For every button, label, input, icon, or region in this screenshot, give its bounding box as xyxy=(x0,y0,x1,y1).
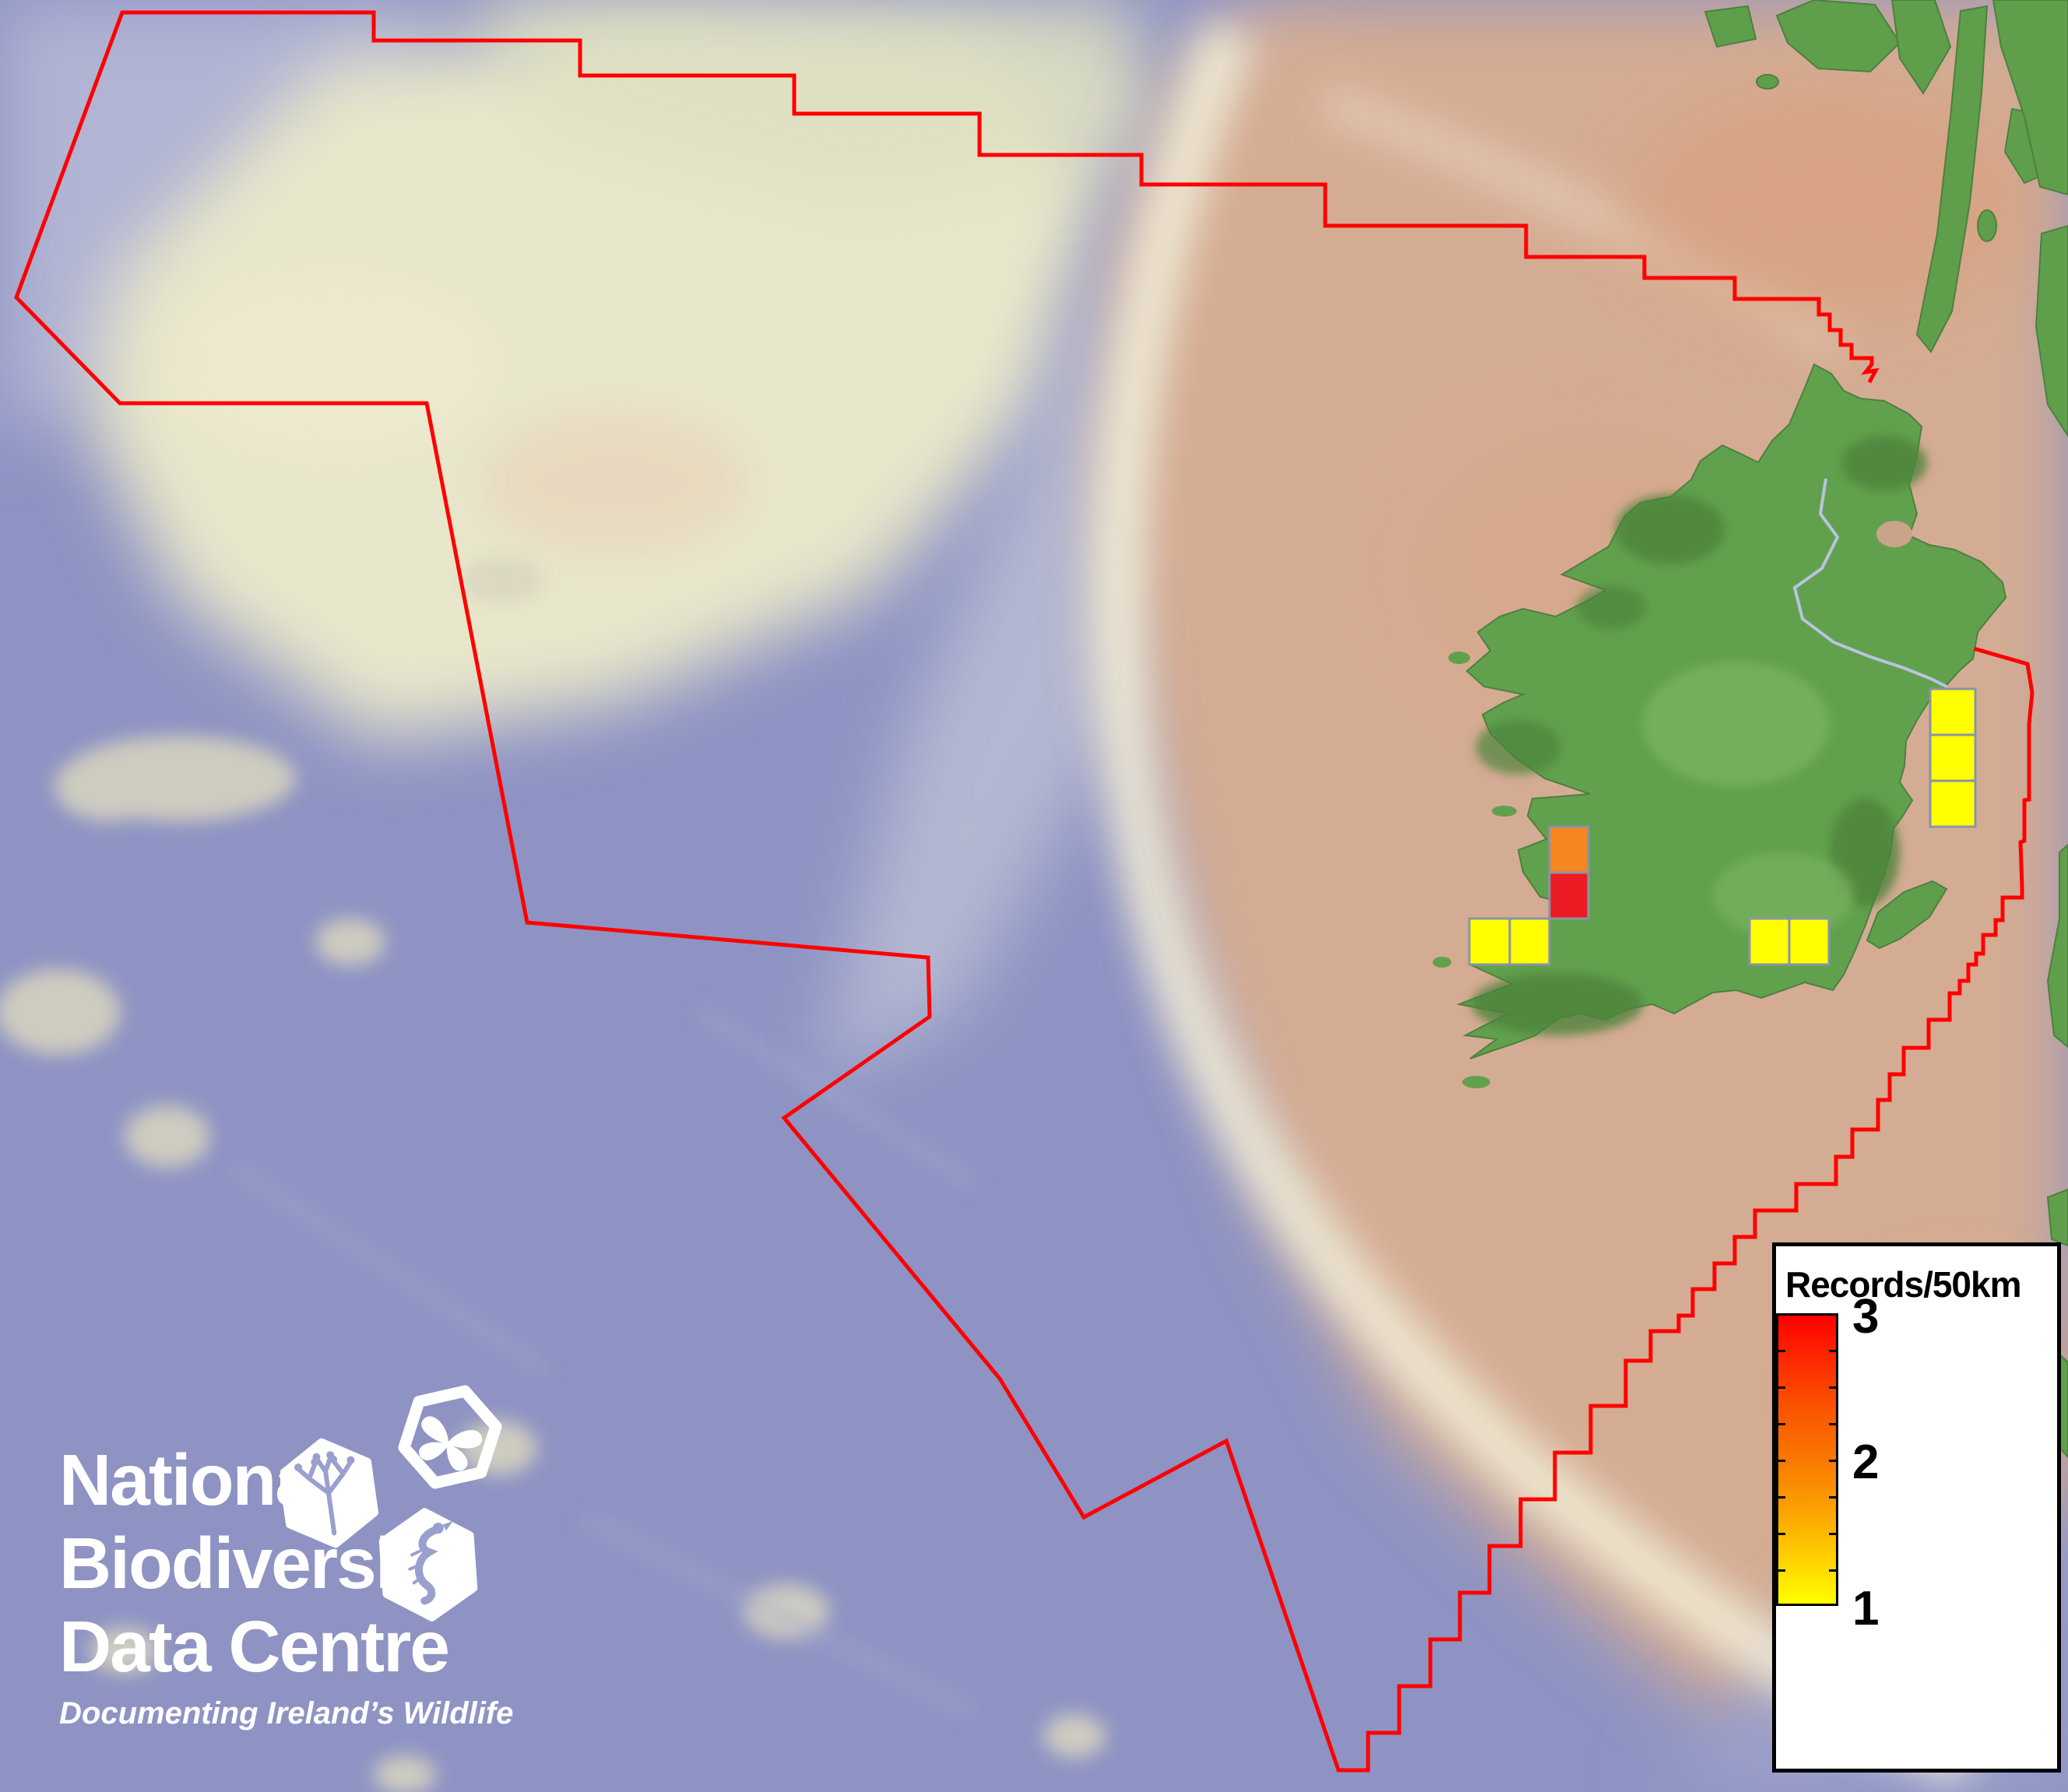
scotland-landmass xyxy=(1704,0,2068,437)
seahorse-icon xyxy=(378,1508,478,1622)
bank-pink-patch xyxy=(483,413,747,553)
logo-hexagon-icons xyxy=(280,1385,502,1622)
grid-cell-value-1 xyxy=(1748,917,1791,966)
bank-highlight xyxy=(171,272,498,459)
legend-mid-label: 2 xyxy=(1852,1435,1880,1489)
colorbar-ticks-left xyxy=(1778,1316,1785,1604)
colorbar-ticks-right xyxy=(1829,1316,1836,1604)
nbdc-logo: National Biodiversity Data Centre Docume… xyxy=(59,1385,514,1731)
grid-cell-value-1 xyxy=(1929,733,1977,782)
grid-cell-value-1 xyxy=(1468,917,1511,966)
shelf-slope-band xyxy=(1091,21,1980,1785)
grid-cell-value-1 xyxy=(1929,687,1977,736)
ireland-relief xyxy=(1472,436,1927,1035)
records-grid-layer xyxy=(1468,687,1977,966)
legend-max-label: 3 xyxy=(1852,1290,1880,1344)
legend-title: Records/50km xyxy=(1785,1264,2021,1305)
logo-tagline: Documenting Ireland’s Wildlife xyxy=(59,1696,514,1731)
designated-area-boundary xyxy=(14,10,2035,1773)
grid-cell-value-1 xyxy=(1508,917,1551,966)
isle-of-man xyxy=(1866,880,1948,950)
abyssal-ridges xyxy=(230,1007,977,1719)
lough-neagh xyxy=(1876,521,1912,547)
grid-cell-value-2 xyxy=(1548,825,1590,874)
legend-min-label: 1 xyxy=(1852,1582,1880,1636)
logo-line-3: Data Centre xyxy=(59,1606,450,1687)
legend-panel: Records/50km 3 2 1 xyxy=(1772,1242,2061,1773)
legend-colorbar xyxy=(1776,1313,1838,1606)
offshore-islets xyxy=(1433,652,1517,1088)
grid-cell-value-3 xyxy=(1548,871,1590,920)
plant-sprig-icon xyxy=(280,1438,379,1548)
north-bank xyxy=(467,0,1168,210)
grid-cell-value-1 xyxy=(1929,779,1977,828)
northern-ireland-border xyxy=(1792,478,1947,688)
butterfly-icon xyxy=(398,1385,502,1489)
grid-cell-value-1 xyxy=(1788,917,1831,966)
